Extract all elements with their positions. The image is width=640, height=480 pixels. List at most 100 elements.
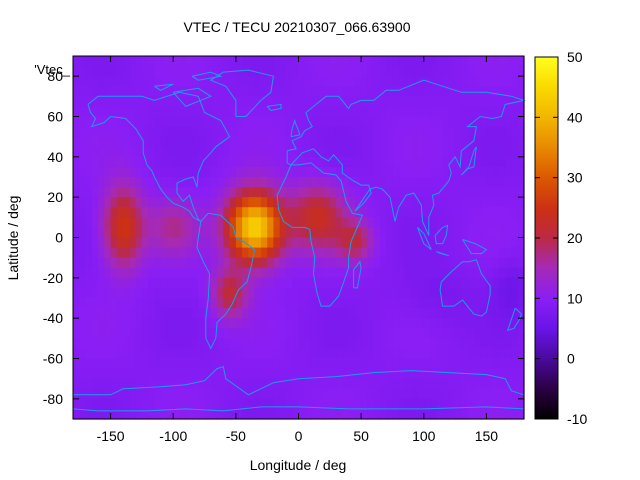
heatmap-cell [91, 408, 99, 420]
heatmap-cell [279, 187, 287, 198]
heatmap-cell [417, 358, 425, 370]
heatmap-cell [329, 247, 337, 259]
heatmap-cell [461, 398, 469, 410]
heatmap-cell [116, 227, 124, 239]
heatmap-cell [404, 56, 412, 67]
heatmap-cell [110, 177, 118, 188]
heatmap-cell [235, 398, 243, 410]
heatmap-cell [323, 247, 331, 259]
heatmap-cell [198, 177, 206, 188]
heatmap-cell [267, 156, 275, 168]
heatmap-cell [166, 368, 174, 380]
heatmap-cell [79, 358, 87, 370]
heatmap-cell [98, 207, 105, 218]
heatmap-cell [91, 66, 99, 77]
heatmap-cell [141, 106, 149, 118]
heatmap-cell [173, 166, 181, 178]
heatmap-cell [392, 156, 400, 168]
heatmap-cell [436, 348, 444, 360]
heatmap-cell [223, 358, 231, 370]
heatmap-cell [217, 287, 224, 299]
heatmap-cell [511, 126, 519, 138]
heatmap-cell [386, 207, 394, 218]
heatmap-cell [123, 398, 130, 410]
heatmap-cell [317, 257, 325, 269]
heatmap-cell [317, 156, 325, 168]
heatmap-cell [223, 217, 231, 229]
heatmap-cell [492, 408, 500, 420]
heatmap-cell [423, 328, 431, 339]
heatmap-cell [348, 116, 356, 128]
y-tick-label: -20 [43, 270, 63, 286]
heatmap-cell [329, 257, 337, 269]
heatmap-cell [379, 287, 387, 299]
x-tick-label: 150 [475, 428, 499, 444]
heatmap-cell [98, 287, 105, 299]
heatmap-cell [411, 237, 419, 249]
heatmap-cell [148, 197, 156, 208]
heatmap-cell [430, 96, 437, 108]
heatmap-cell [442, 177, 450, 188]
heatmap-cell [129, 267, 137, 279]
heatmap-cell [260, 76, 268, 87]
heatmap-cell [210, 388, 218, 400]
heatmap-cell [154, 217, 162, 229]
heatmap-cell [223, 96, 231, 108]
heatmap-cell [361, 207, 368, 218]
heatmap-cell [254, 328, 262, 339]
heatmap-cell [104, 318, 112, 329]
heatmap-cell [379, 217, 387, 229]
heatmap-cell [217, 187, 224, 198]
heatmap-cell [110, 126, 118, 138]
heatmap-cell [210, 86, 218, 97]
heatmap-cell [298, 237, 306, 249]
heatmap-cell [166, 237, 174, 249]
heatmap-cell [354, 56, 362, 67]
heatmap-cell [85, 308, 93, 319]
heatmap-cell [129, 348, 137, 360]
heatmap-cell [448, 408, 456, 420]
coastline [436, 251, 449, 257]
heatmap-cell [79, 408, 87, 420]
heatmap-cell [267, 398, 275, 410]
heatmap-cell [511, 86, 519, 97]
heatmap-cell [386, 56, 394, 67]
heatmap-cell [348, 408, 356, 420]
heatmap-cell [455, 378, 462, 390]
heatmap-cell [210, 136, 218, 148]
heatmap-cell [260, 247, 268, 259]
heatmap-cell [185, 146, 193, 158]
x-tick-label: -100 [159, 428, 187, 444]
heatmap-cell [179, 247, 187, 259]
heatmap-cell [361, 247, 368, 259]
heatmap-cell [292, 277, 300, 289]
heatmap-cell [135, 277, 143, 289]
heatmap-cell [129, 398, 137, 410]
heatmap-cell [292, 257, 300, 269]
heatmap-cell [455, 388, 462, 400]
heatmap-cell [79, 257, 87, 269]
heatmap-cell [336, 136, 343, 148]
heatmap-cell [473, 126, 481, 138]
heatmap-cell [480, 177, 488, 188]
heatmap-cell [436, 358, 444, 370]
heatmap-cell [254, 106, 262, 118]
heatmap-cell [348, 156, 356, 168]
heatmap-cell [154, 166, 162, 178]
heatmap-cell [135, 156, 143, 168]
heatmap-cell [267, 146, 275, 158]
heatmap-cell [254, 86, 262, 97]
heatmap-cell [486, 166, 494, 178]
heatmap-cell [192, 66, 199, 77]
heatmap-cell [461, 348, 469, 360]
heatmap-cell [285, 328, 293, 339]
heatmap-cell [166, 267, 174, 279]
heatmap-cell [461, 146, 469, 158]
heatmap-cell [505, 388, 513, 400]
heatmap-cell [505, 298, 513, 309]
heatmap-cell [442, 298, 450, 309]
heatmap-cell [511, 308, 519, 319]
heatmap-cell [517, 358, 525, 370]
heatmap-cell [354, 338, 362, 350]
heatmap-cell [311, 298, 318, 309]
